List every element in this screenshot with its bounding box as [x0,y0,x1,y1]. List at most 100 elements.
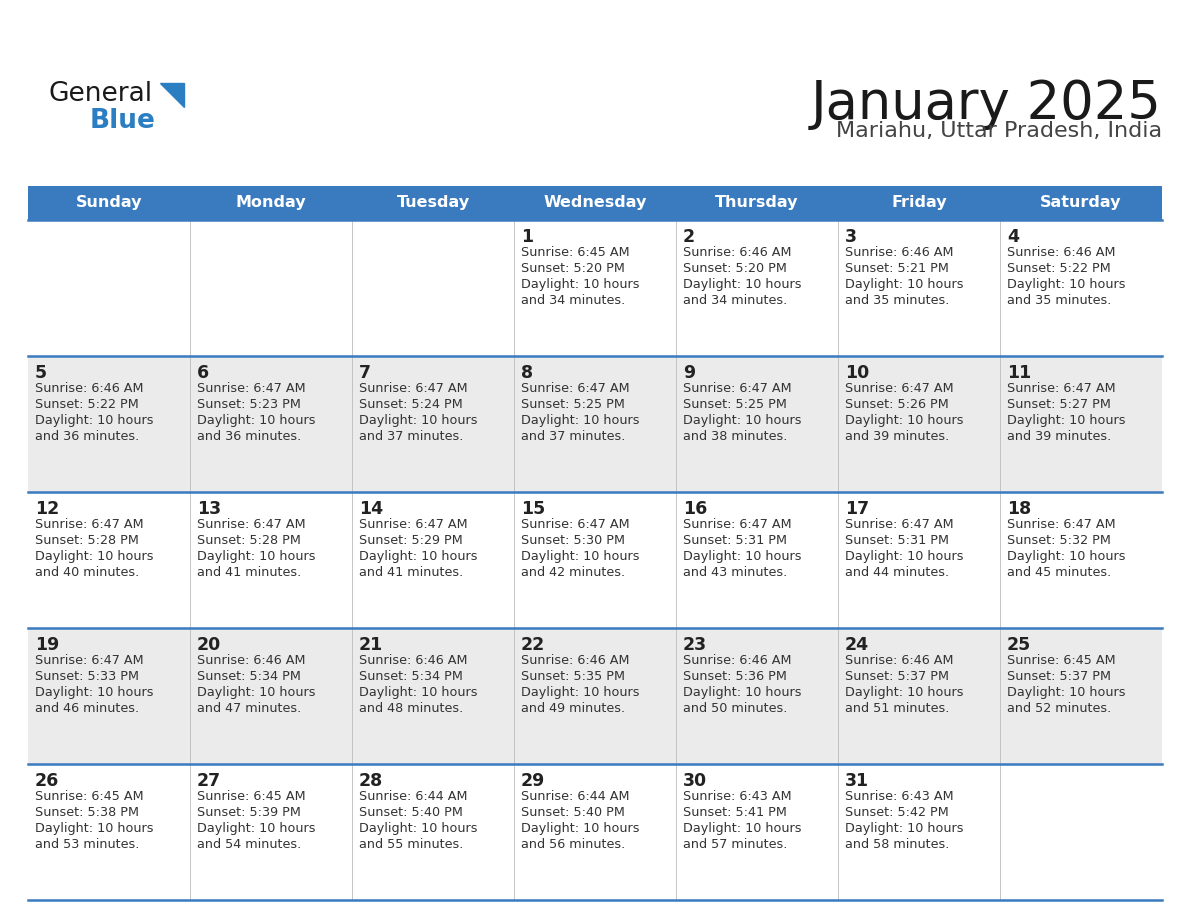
Text: Sunset: 5:31 PM: Sunset: 5:31 PM [845,534,949,547]
Text: General: General [48,81,152,107]
Text: and 42 minutes.: and 42 minutes. [522,566,625,579]
Text: 29: 29 [522,772,545,790]
Text: and 48 minutes.: and 48 minutes. [359,702,463,715]
Text: Sunset: 5:41 PM: Sunset: 5:41 PM [683,806,786,819]
Bar [29,764,1162,900]
Text: Sunrise: 6:47 AM: Sunrise: 6:47 AM [1007,382,1116,395]
Text: and 36 minutes.: and 36 minutes. [197,430,302,443]
Text: 17: 17 [845,500,870,518]
Text: and 46 minutes.: and 46 minutes. [34,702,139,715]
Bar [29,220,1162,356]
Text: Sunrise: 6:47 AM: Sunrise: 6:47 AM [197,518,305,531]
Text: 27: 27 [197,772,221,790]
Text: Sunset: 5:26 PM: Sunset: 5:26 PM [845,398,949,411]
Text: Sunrise: 6:45 AM: Sunrise: 6:45 AM [522,246,630,259]
Text: and 39 minutes.: and 39 minutes. [845,430,949,443]
Text: Daylight: 10 hours: Daylight: 10 hours [359,822,478,835]
Text: Sunset: 5:27 PM: Sunset: 5:27 PM [1007,398,1111,411]
Text: and 35 minutes.: and 35 minutes. [1007,294,1112,307]
Text: Daylight: 10 hours: Daylight: 10 hours [845,822,963,835]
Bar [29,186,1162,220]
Text: Sunset: 5:25 PM: Sunset: 5:25 PM [522,398,625,411]
Text: and 40 minutes.: and 40 minutes. [34,566,139,579]
Text: Sunset: 5:40 PM: Sunset: 5:40 PM [522,806,625,819]
Text: Daylight: 10 hours: Daylight: 10 hours [522,822,639,835]
Text: Daylight: 10 hours: Daylight: 10 hours [683,822,802,835]
Text: Tuesday: Tuesday [397,196,469,210]
Text: Daylight: 10 hours: Daylight: 10 hours [34,550,153,563]
Text: and 43 minutes.: and 43 minutes. [683,566,788,579]
Text: Daylight: 10 hours: Daylight: 10 hours [845,414,963,427]
Text: Daylight: 10 hours: Daylight: 10 hours [845,686,963,699]
Text: Daylight: 10 hours: Daylight: 10 hours [683,414,802,427]
Text: 16: 16 [683,500,707,518]
Text: Sunset: 5:22 PM: Sunset: 5:22 PM [34,398,139,411]
Text: Sunrise: 6:47 AM: Sunrise: 6:47 AM [34,518,144,531]
Text: Sunset: 5:31 PM: Sunset: 5:31 PM [683,534,786,547]
Text: Daylight: 10 hours: Daylight: 10 hours [197,550,316,563]
Text: Daylight: 10 hours: Daylight: 10 hours [197,822,316,835]
Text: 25: 25 [1007,636,1031,654]
Text: Sunset: 5:30 PM: Sunset: 5:30 PM [522,534,625,547]
Text: Daylight: 10 hours: Daylight: 10 hours [683,278,802,291]
Text: 3: 3 [845,228,857,246]
Text: Sunrise: 6:46 AM: Sunrise: 6:46 AM [845,654,954,667]
Bar [29,628,1162,764]
Text: 2: 2 [683,228,695,246]
Polygon shape [160,83,184,107]
Text: 14: 14 [359,500,383,518]
Text: Sunrise: 6:45 AM: Sunrise: 6:45 AM [34,790,144,803]
Text: Daylight: 10 hours: Daylight: 10 hours [359,550,478,563]
Text: Sunday: Sunday [76,196,143,210]
Text: Sunset: 5:36 PM: Sunset: 5:36 PM [683,670,786,683]
Text: and 37 minutes.: and 37 minutes. [359,430,463,443]
Text: 9: 9 [683,364,695,382]
Text: and 37 minutes.: and 37 minutes. [522,430,625,443]
Text: Sunset: 5:34 PM: Sunset: 5:34 PM [197,670,301,683]
Bar [29,492,1162,628]
Text: Daylight: 10 hours: Daylight: 10 hours [522,550,639,563]
Text: 30: 30 [683,772,707,790]
Text: and 41 minutes.: and 41 minutes. [197,566,302,579]
Text: 10: 10 [845,364,870,382]
Text: Sunset: 5:42 PM: Sunset: 5:42 PM [845,806,949,819]
Text: Sunset: 5:24 PM: Sunset: 5:24 PM [359,398,463,411]
Text: 13: 13 [197,500,221,518]
Text: Daylight: 10 hours: Daylight: 10 hours [34,414,153,427]
Text: Sunset: 5:21 PM: Sunset: 5:21 PM [845,262,949,275]
Text: 22: 22 [522,636,545,654]
Text: Daylight: 10 hours: Daylight: 10 hours [522,414,639,427]
Text: 23: 23 [683,636,707,654]
Text: Sunrise: 6:47 AM: Sunrise: 6:47 AM [522,382,630,395]
Text: Daylight: 10 hours: Daylight: 10 hours [1007,686,1125,699]
Text: Sunset: 5:37 PM: Sunset: 5:37 PM [845,670,949,683]
Text: Sunset: 5:23 PM: Sunset: 5:23 PM [197,398,301,411]
Text: and 39 minutes.: and 39 minutes. [1007,430,1111,443]
Text: and 52 minutes.: and 52 minutes. [1007,702,1111,715]
Text: Daylight: 10 hours: Daylight: 10 hours [34,686,153,699]
Text: and 36 minutes.: and 36 minutes. [34,430,139,443]
Text: Daylight: 10 hours: Daylight: 10 hours [1007,550,1125,563]
Text: Saturday: Saturday [1041,196,1121,210]
Text: 24: 24 [845,636,870,654]
Text: and 57 minutes.: and 57 minutes. [683,838,788,851]
Text: 11: 11 [1007,364,1031,382]
Text: Sunset: 5:39 PM: Sunset: 5:39 PM [197,806,301,819]
Text: and 38 minutes.: and 38 minutes. [683,430,788,443]
Text: Sunrise: 6:46 AM: Sunrise: 6:46 AM [683,654,791,667]
Text: Sunrise: 6:46 AM: Sunrise: 6:46 AM [34,382,144,395]
Text: Thursday: Thursday [715,196,798,210]
Text: Sunrise: 6:44 AM: Sunrise: 6:44 AM [359,790,468,803]
Text: and 56 minutes.: and 56 minutes. [522,838,625,851]
Text: Sunset: 5:38 PM: Sunset: 5:38 PM [34,806,139,819]
Text: Sunrise: 6:47 AM: Sunrise: 6:47 AM [522,518,630,531]
Text: and 49 minutes.: and 49 minutes. [522,702,625,715]
Text: Sunrise: 6:43 AM: Sunrise: 6:43 AM [845,790,954,803]
Text: Sunrise: 6:47 AM: Sunrise: 6:47 AM [1007,518,1116,531]
Text: 19: 19 [34,636,59,654]
Text: Daylight: 10 hours: Daylight: 10 hours [34,822,153,835]
Text: Sunrise: 6:45 AM: Sunrise: 6:45 AM [1007,654,1116,667]
Text: Sunrise: 6:47 AM: Sunrise: 6:47 AM [845,382,954,395]
Text: Daylight: 10 hours: Daylight: 10 hours [197,414,316,427]
Text: Sunrise: 6:45 AM: Sunrise: 6:45 AM [197,790,305,803]
